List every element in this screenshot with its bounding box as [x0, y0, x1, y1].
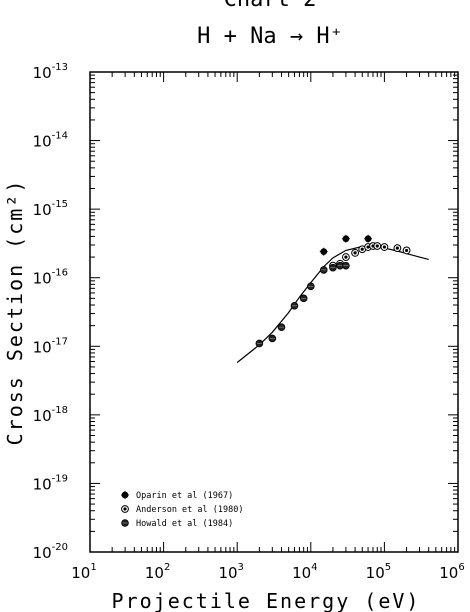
data-point [299, 294, 308, 303]
legend-label: Howald et al (1984) [136, 519, 233, 529]
x-tick-label: 105 [366, 562, 391, 582]
fit-curve-line [236, 245, 429, 363]
data-point [319, 266, 328, 274]
y-axis-label: Cross Section (cm²) [3, 179, 27, 446]
x-tick-label: 104 [292, 562, 317, 582]
x-tick-labels: 101 102 103 104 105 106 [71, 562, 464, 582]
tick-marks [89, 71, 459, 553]
y-tick-label: 10-13 [33, 62, 68, 82]
data-point [290, 301, 299, 310]
legend-marker [121, 491, 129, 499]
data-point [306, 282, 315, 291]
chart-header-partial: Chart 2 [224, 0, 317, 12]
data-point [329, 263, 337, 272]
data-point [268, 334, 277, 343]
data-point [351, 249, 360, 257]
data-point [341, 234, 350, 243]
chart-title: H + Na → H⁺ [197, 24, 343, 49]
plot-frame [89, 71, 459, 553]
x-tick-label: 102 [145, 562, 170, 582]
y-tick-label: 10-19 [33, 473, 68, 493]
x-axis-label: Projectile Energy (eV) [112, 589, 421, 612]
legend: Oparin et al (1967) Anderson et al (1980)… [121, 491, 243, 529]
data-point [342, 253, 350, 261]
data-point [380, 243, 389, 251]
data-point [373, 242, 382, 250]
legend-label: Anderson et al (1980) [136, 505, 243, 515]
data-point [393, 244, 402, 253]
y-tick-labels: 10-20 10-19 10-18 10-17 10-16 10-15 10-14 10-13 [33, 62, 68, 562]
legend-label: Oparin et al (1967) [136, 491, 233, 501]
data-point [342, 261, 350, 270]
fit-curve [236, 245, 429, 363]
data-point [277, 323, 286, 331]
y-tick-label: 10-17 [33, 336, 68, 356]
data-point [402, 246, 411, 255]
data-point [364, 234, 373, 243]
legend-marker [121, 505, 129, 513]
y-tick-label: 10-14 [33, 131, 68, 151]
x-tick-label: 101 [71, 562, 96, 582]
x-tick-label: 106 [439, 562, 464, 582]
y-tick-label: 10-15 [33, 199, 68, 219]
x-tick-label: 103 [218, 562, 243, 582]
y-tick-label: 10-20 [33, 542, 68, 562]
y-tick-label: 10-16 [33, 268, 68, 288]
data-point [319, 247, 328, 256]
y-tick-label: 10-18 [33, 405, 68, 425]
data-point [255, 339, 264, 348]
legend-marker [121, 519, 129, 527]
data-point [358, 245, 367, 254]
data-points [255, 234, 411, 348]
